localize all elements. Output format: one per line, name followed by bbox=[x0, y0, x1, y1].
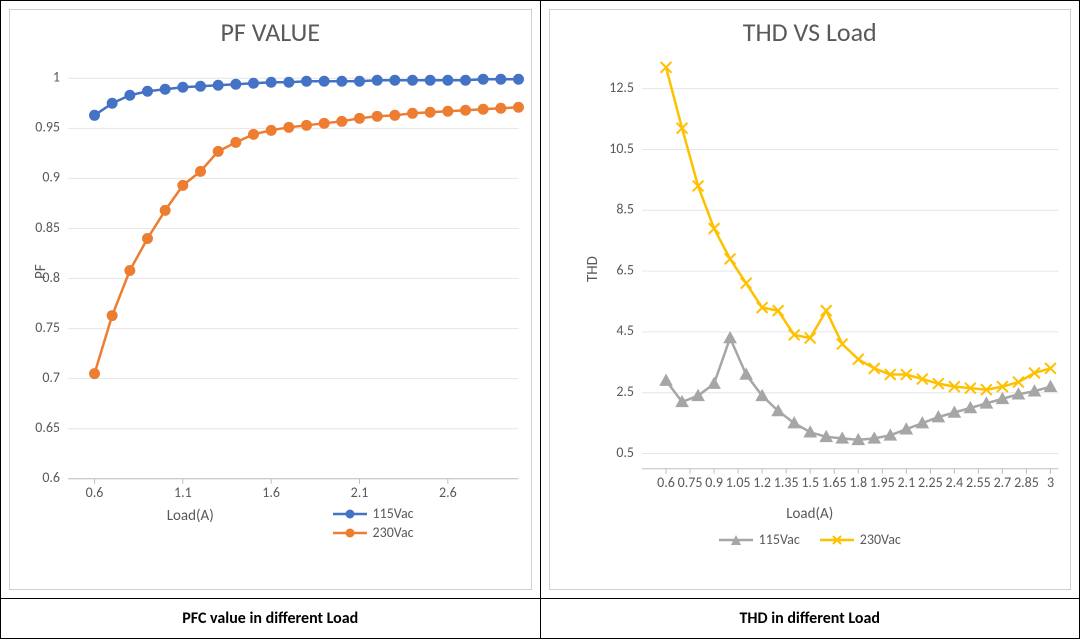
svg-text:1.95: 1.95 bbox=[869, 474, 894, 491]
svg-text:8.5: 8.5 bbox=[616, 201, 634, 218]
legend-swatch-icon bbox=[719, 533, 753, 547]
pf-plot-area: 0.60.650.70.750.80.850.90.9510.61.11.62.… bbox=[68, 58, 519, 479]
right-panel: THD VS Load 0.52.54.56.58.510.512.50.60.… bbox=[541, 1, 1080, 638]
legend-swatch-icon bbox=[820, 533, 854, 547]
svg-text:6.5: 6.5 bbox=[616, 261, 634, 278]
thd-chart-title: THD VS Load bbox=[550, 16, 1071, 48]
right-caption-row: THD in different Load bbox=[541, 598, 1080, 638]
thd-x-axis-label: Load(A) bbox=[550, 505, 1071, 523]
svg-text:0.5: 0.5 bbox=[616, 444, 634, 461]
thd-y-axis-label: THD bbox=[584, 256, 602, 282]
thd-svg: 0.52.54.56.58.510.512.50.60.750.91.051.2… bbox=[642, 58, 1059, 469]
svg-text:0.6: 0.6 bbox=[657, 474, 675, 491]
legend-label: 230Vac bbox=[373, 524, 414, 541]
svg-text:0.85: 0.85 bbox=[35, 219, 60, 236]
svg-text:0.7: 0.7 bbox=[42, 369, 60, 386]
figure-container: PF VALUE 0.60.650.70.750.80.850.90.9510.… bbox=[0, 0, 1080, 639]
svg-text:2.4: 2.4 bbox=[945, 474, 963, 491]
thd-plot-area: 0.52.54.56.58.510.512.50.60.750.91.051.2… bbox=[642, 58, 1059, 469]
legend-label: 115Vac bbox=[373, 505, 414, 522]
svg-text:2.55: 2.55 bbox=[966, 474, 991, 491]
svg-text:2.1: 2.1 bbox=[351, 484, 369, 501]
svg-text:12.5: 12.5 bbox=[609, 79, 634, 96]
svg-text:0.95: 0.95 bbox=[35, 119, 60, 136]
svg-text:0.9: 0.9 bbox=[42, 169, 60, 186]
svg-text:2.7: 2.7 bbox=[993, 474, 1011, 491]
svg-text:1.2: 1.2 bbox=[753, 474, 771, 491]
svg-text:1.6: 1.6 bbox=[262, 484, 280, 501]
svg-text:1.65: 1.65 bbox=[821, 474, 846, 491]
legend-item: 230Vac bbox=[820, 531, 901, 548]
thd-chart-box: THD VS Load 0.52.54.56.58.510.512.50.60.… bbox=[549, 9, 1072, 590]
left-panel: PF VALUE 0.60.650.70.750.80.850.90.9510.… bbox=[1, 1, 541, 638]
svg-text:1.5: 1.5 bbox=[801, 474, 819, 491]
svg-text:2.6: 2.6 bbox=[439, 484, 457, 501]
svg-text:3: 3 bbox=[1046, 474, 1053, 491]
legend-item: 230Vac bbox=[333, 524, 513, 541]
svg-text:0.75: 0.75 bbox=[35, 319, 60, 336]
svg-text:4.5: 4.5 bbox=[616, 322, 634, 339]
left-caption: PFC value in different Load bbox=[182, 609, 358, 628]
svg-text:0.9: 0.9 bbox=[705, 474, 723, 491]
legend-swatch-icon bbox=[333, 526, 367, 540]
legend-item: 115Vac bbox=[333, 505, 513, 522]
thd-legend: 115Vac 230Vac bbox=[550, 531, 1071, 551]
pf-chart-box: PF VALUE 0.60.650.70.750.80.850.90.9510.… bbox=[9, 9, 532, 590]
legend-label: 115Vac bbox=[759, 531, 800, 548]
svg-text:0.6: 0.6 bbox=[86, 484, 104, 501]
svg-text:1.8: 1.8 bbox=[849, 474, 867, 491]
left-caption-row: PFC value in different Load bbox=[1, 598, 540, 638]
pf-y-axis-label: PF bbox=[32, 264, 50, 279]
svg-text:2.5: 2.5 bbox=[616, 383, 634, 400]
svg-text:0.65: 0.65 bbox=[35, 419, 60, 436]
svg-text:0.6: 0.6 bbox=[42, 469, 60, 486]
pf-svg: 0.60.650.70.750.80.850.90.9510.61.11.62.… bbox=[68, 58, 519, 479]
legend-swatch-icon bbox=[333, 507, 367, 521]
svg-text:2.85: 2.85 bbox=[1014, 474, 1039, 491]
svg-text:1.1: 1.1 bbox=[174, 484, 192, 501]
svg-text:0.75: 0.75 bbox=[677, 474, 702, 491]
pf-x-axis-label: Load(A) bbox=[50, 507, 331, 525]
pf-chart-title: PF VALUE bbox=[10, 16, 531, 48]
svg-text:10.5: 10.5 bbox=[609, 140, 634, 157]
right-caption: THD in different Load bbox=[739, 609, 880, 628]
svg-text:2.1: 2.1 bbox=[897, 474, 915, 491]
svg-text:2.25: 2.25 bbox=[917, 474, 942, 491]
svg-text:1: 1 bbox=[53, 69, 60, 86]
svg-text:1.35: 1.35 bbox=[773, 474, 798, 491]
pf-legend: 115Vac 230Vac bbox=[333, 503, 513, 543]
legend-label: 230Vac bbox=[860, 531, 901, 548]
svg-text:1.05: 1.05 bbox=[725, 474, 750, 491]
legend-item: 115Vac bbox=[719, 531, 800, 548]
